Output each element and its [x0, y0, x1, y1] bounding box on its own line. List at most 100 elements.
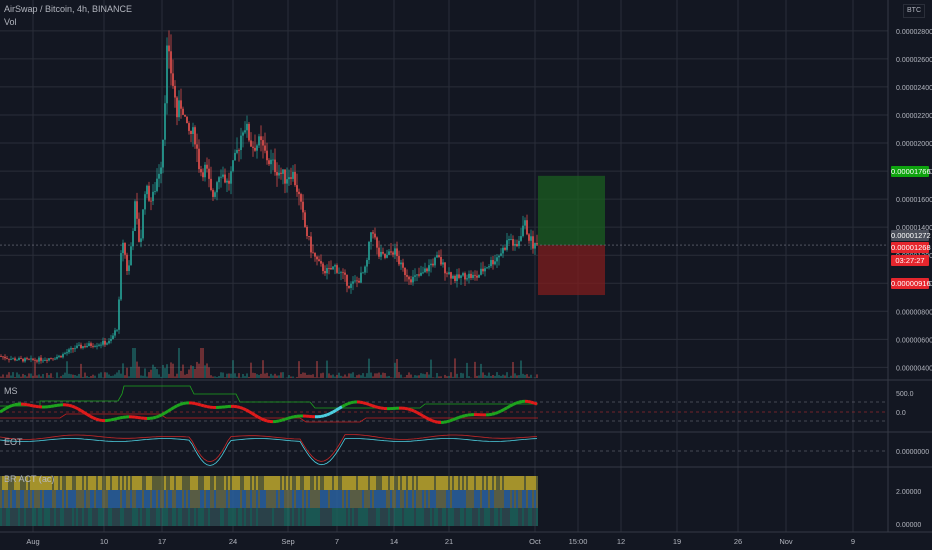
candle-body [104, 340, 106, 345]
volume-bar [88, 377, 90, 378]
br-bar-mid [94, 490, 96, 508]
candle-body [66, 352, 68, 354]
eot-main-line [0, 438, 538, 466]
br-bar-lower [282, 508, 284, 526]
br-bar-mid [56, 490, 58, 508]
br-bar-upper [452, 476, 454, 490]
br-bar-lower [396, 508, 398, 526]
br-bar-lower [150, 508, 152, 526]
candle-body [330, 268, 332, 270]
ms-oscillator-segment [494, 411, 499, 415]
br-bar-mid [188, 490, 190, 508]
volume-bar [218, 376, 220, 378]
currency-button[interactable]: BTC [903, 4, 925, 18]
br-bar-lower [486, 508, 488, 526]
br-bar-upper [272, 476, 274, 490]
br-bar-mid [412, 490, 414, 508]
br-bar-lower [142, 508, 144, 526]
candle-body [388, 251, 390, 255]
candle-body [142, 209, 144, 239]
br-bar-mid [330, 490, 332, 508]
candle-body [54, 358, 56, 360]
ms-oscillator-segment [461, 414, 466, 418]
volume-bar [52, 377, 54, 378]
br-bar-lower [322, 508, 324, 526]
br-bar-mid [230, 490, 232, 508]
ms-oscillator-segment [278, 418, 283, 423]
br-bar-mid [118, 490, 120, 508]
volume-bar [408, 372, 410, 378]
volume-bar [180, 370, 182, 378]
br-bar-lower [496, 508, 498, 526]
candle-body [298, 191, 300, 195]
price-tick-label: 0.00002400 [896, 85, 932, 92]
candle-body [294, 171, 296, 186]
br-bar-lower [118, 508, 120, 526]
br-bar-upper [440, 476, 442, 490]
br-bar-upper [464, 476, 466, 490]
br-bar-mid [162, 490, 164, 508]
volume-bar [316, 361, 318, 378]
br-bar-upper [242, 476, 244, 490]
br-bar-mid [506, 490, 508, 508]
br-bar-mid [132, 490, 134, 508]
br-bar-mid [300, 490, 302, 508]
volume-bar [264, 373, 266, 378]
ms-oscillator-segment [374, 405, 379, 409]
volume-bar [176, 373, 178, 378]
br-bar-lower [390, 508, 392, 526]
br-bar-upper [280, 476, 282, 490]
volume-bar [242, 373, 244, 378]
br-bar-mid [500, 490, 502, 508]
volume-bar [124, 375, 126, 378]
candle-body [280, 172, 282, 174]
br-bar-upper [270, 476, 272, 490]
volume-bar [288, 375, 290, 378]
candle-body [136, 201, 138, 219]
volume-bar [114, 374, 116, 378]
candle-body [80, 344, 82, 349]
volume-bar [362, 373, 364, 378]
candle-body [218, 177, 220, 183]
volume-bar [166, 364, 168, 378]
candle-body [110, 338, 112, 341]
br-bar-upper [484, 476, 486, 490]
candle-body [32, 358, 34, 360]
ms-oscillator-segment [83, 411, 88, 416]
br-bar-lower [406, 508, 408, 526]
br-bar-lower [206, 508, 208, 526]
br-bar-lower [68, 508, 70, 526]
br-bar-lower [194, 508, 196, 526]
br-bar-lower [54, 508, 56, 526]
br-bar-lower [56, 508, 58, 526]
volume-bar [322, 372, 324, 378]
br-bar-upper [246, 476, 248, 490]
br-bar-lower [202, 508, 204, 526]
br-bar-upper [48, 476, 50, 490]
br-bar-upper [98, 476, 100, 490]
candle-body [256, 145, 258, 151]
volume-bar [490, 376, 492, 378]
br-bar-mid [282, 490, 284, 508]
br-bar-lower [102, 508, 104, 526]
ms-oscillator-segment [95, 417, 100, 422]
br-bar-upper [218, 476, 220, 490]
symbol-title[interactable]: AirSwap / Bitcoin, 4h, BINANCE [4, 4, 133, 14]
br-bar-upper [160, 476, 162, 490]
br-bar-lower [40, 508, 42, 526]
candle-body [24, 358, 26, 362]
br-bar-mid [336, 490, 338, 508]
br-bar-mid [108, 490, 110, 508]
br-bar-lower [240, 508, 242, 526]
br-bar-upper [38, 476, 40, 490]
br-bar-lower [358, 508, 360, 526]
candle-body [108, 340, 110, 344]
volume-bar [356, 375, 358, 378]
candle-body [68, 349, 70, 353]
br-bar-lower [454, 508, 456, 526]
volume-bar [78, 373, 80, 378]
volume-bar [20, 376, 22, 378]
candle-body [184, 114, 186, 117]
candle-body [220, 176, 222, 178]
